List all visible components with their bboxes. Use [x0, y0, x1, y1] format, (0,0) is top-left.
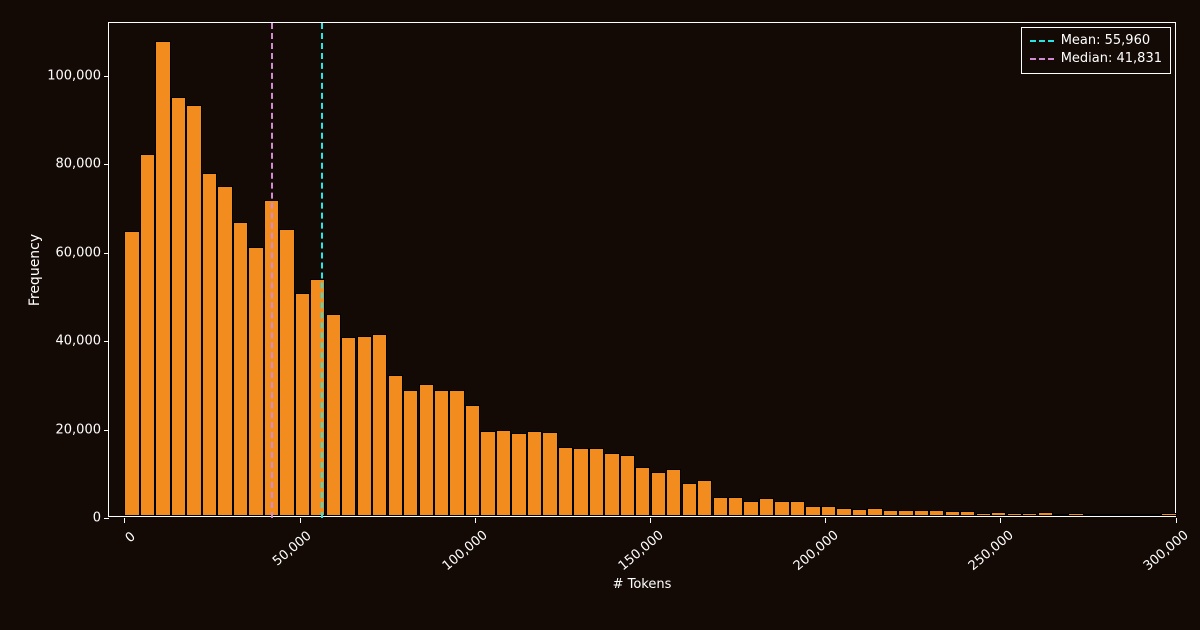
y-tick-label: 0: [93, 511, 101, 526]
x-tick-mark: [475, 518, 476, 523]
y-axis-label: Frequency: [27, 233, 43, 305]
plot-area: 020,00040,00060,00080,000100,000 050,000…: [108, 22, 1176, 517]
y-tick-label: 60,000: [56, 245, 102, 260]
y-tick-mark: [104, 518, 109, 519]
legend-swatch: [1030, 40, 1054, 42]
x-tick-mark: [300, 518, 301, 523]
x-tick-label: 250,000: [966, 530, 1014, 574]
legend-label: Mean: 55,960: [1061, 32, 1150, 50]
legend: Mean: 55,960Median: 41,831: [1021, 27, 1171, 74]
y-tick-label: 40,000: [56, 334, 102, 349]
legend-item: Median: 41,831: [1030, 50, 1162, 68]
x-tick-label: 200,000: [791, 530, 839, 574]
y-tick-label: 100,000: [47, 69, 101, 84]
y-tick-label: 80,000: [56, 157, 102, 172]
figure: 020,00040,00060,00080,000100,000 050,000…: [0, 0, 1200, 630]
x-tick-label: 150,000: [615, 530, 663, 574]
x-tick-mark: [650, 518, 651, 523]
x-tick-label: 300,000: [1141, 530, 1189, 574]
x-tick-mark: [1176, 518, 1177, 523]
y-tick-label: 20,000: [56, 422, 102, 437]
x-tick-label: 100,000: [440, 530, 488, 574]
legend-item: Mean: 55,960: [1030, 32, 1162, 50]
legend-label: Median: 41,831: [1061, 50, 1162, 68]
x-tick-mark: [825, 518, 826, 523]
x-axis-label: # Tokens: [613, 577, 672, 592]
x-tick-mark: [1000, 518, 1001, 523]
legend-swatch: [1030, 58, 1054, 60]
x-tick-label: 50,000: [271, 530, 314, 569]
x-ticks: 050,000100,000150,000200,000250,000300,0…: [109, 23, 1177, 518]
x-tick-mark: [124, 518, 125, 523]
x-tick-label: 0: [123, 530, 138, 546]
